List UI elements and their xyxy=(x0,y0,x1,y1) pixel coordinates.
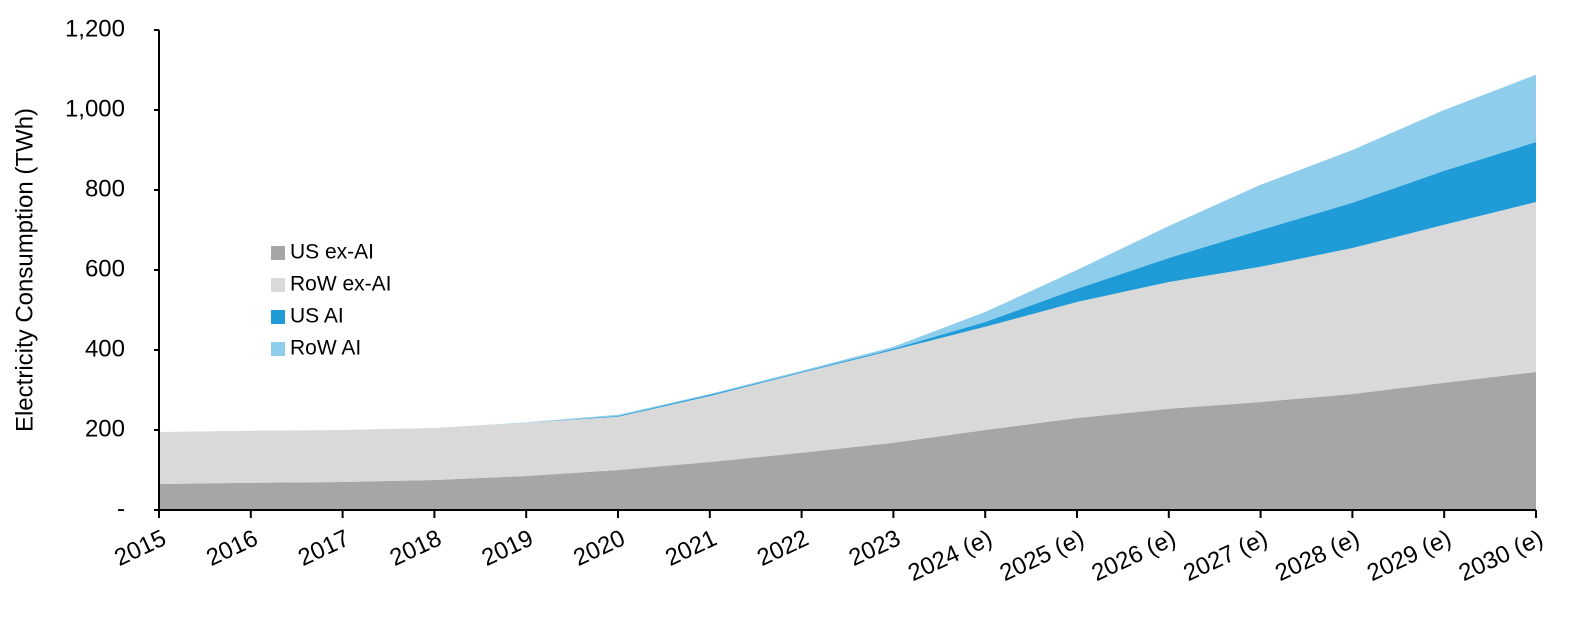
x-tick-label: 2015 xyxy=(110,525,170,572)
x-tick-label: 2024 (e) xyxy=(904,525,996,587)
y-tick-label: 200 xyxy=(85,415,125,442)
legend-swatch xyxy=(271,310,285,324)
legend-swatch xyxy=(271,278,285,292)
y-tick-label: 1,000 xyxy=(65,95,125,122)
x-tick-label: 2016 xyxy=(202,525,262,572)
x-tick-label: 2022 xyxy=(753,525,813,572)
x-tick-label: 2019 xyxy=(478,525,538,572)
y-tick-label: - xyxy=(117,495,125,522)
y-tick-label: 600 xyxy=(85,255,125,282)
x-tick-label: 2025 (e) xyxy=(996,525,1088,587)
x-tick-label: 2020 xyxy=(569,525,629,572)
y-tick-label: 1,200 xyxy=(65,15,125,42)
y-tick-label: 400 xyxy=(85,335,125,362)
x-tick-label: 2029 (e) xyxy=(1363,525,1455,587)
legend-swatch xyxy=(271,342,285,356)
area xyxy=(159,202,1536,484)
y-axis-title: Electricity Consumption (TWh) xyxy=(11,108,38,432)
x-tick-label: 2021 xyxy=(661,525,721,572)
x-tick-label: 2027 (e) xyxy=(1179,525,1271,587)
area xyxy=(159,372,1536,510)
x-tick-label: 2026 (e) xyxy=(1088,525,1180,587)
x-tick-label: 2017 xyxy=(294,525,354,572)
y-tick-label: 800 xyxy=(85,175,125,202)
x-tick-label: 2018 xyxy=(386,525,446,572)
legend-label: RoW AI xyxy=(290,337,361,360)
legend-label: US AI xyxy=(290,305,344,328)
x-tick-label: 2030 (e) xyxy=(1455,525,1547,587)
x-tick-label: 2023 xyxy=(845,525,905,572)
x-tick-label: 2028 (e) xyxy=(1271,525,1363,587)
legend-label: RoW ex-AI xyxy=(290,273,392,296)
legend-swatch xyxy=(271,246,285,260)
legend-label: US ex-AI xyxy=(290,241,374,264)
